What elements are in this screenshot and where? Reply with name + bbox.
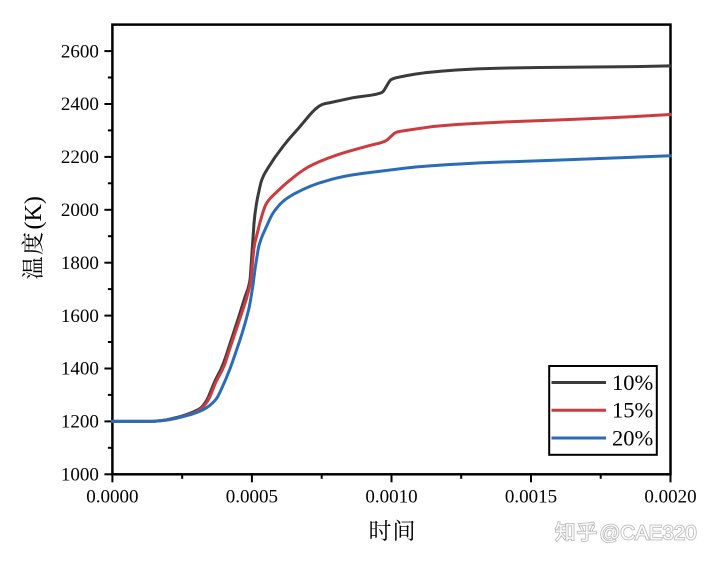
svg-text:1600: 1600 (61, 306, 99, 327)
svg-text:@CAE320: @CAE320 (600, 521, 697, 544)
svg-text:0.0005: 0.0005 (226, 486, 278, 507)
svg-text:10%: 10% (612, 370, 653, 395)
svg-text:2400: 2400 (61, 94, 99, 115)
svg-text:15%: 15% (612, 398, 653, 423)
svg-text:1800: 1800 (61, 253, 99, 274)
svg-text:1000: 1000 (61, 465, 99, 486)
svg-text:2600: 2600 (61, 41, 99, 62)
svg-text:0.0010: 0.0010 (365, 486, 417, 507)
svg-text:0.0000: 0.0000 (86, 486, 138, 507)
svg-text:2000: 2000 (61, 200, 99, 221)
svg-text:0.0020: 0.0020 (644, 486, 696, 507)
svg-text:1400: 1400 (61, 359, 99, 380)
svg-text:20%: 20% (612, 426, 653, 451)
svg-text:(K): (K) (21, 196, 47, 229)
svg-text:1200: 1200 (61, 412, 99, 433)
svg-text:2200: 2200 (61, 147, 99, 168)
svg-text:0.0015: 0.0015 (505, 486, 557, 507)
